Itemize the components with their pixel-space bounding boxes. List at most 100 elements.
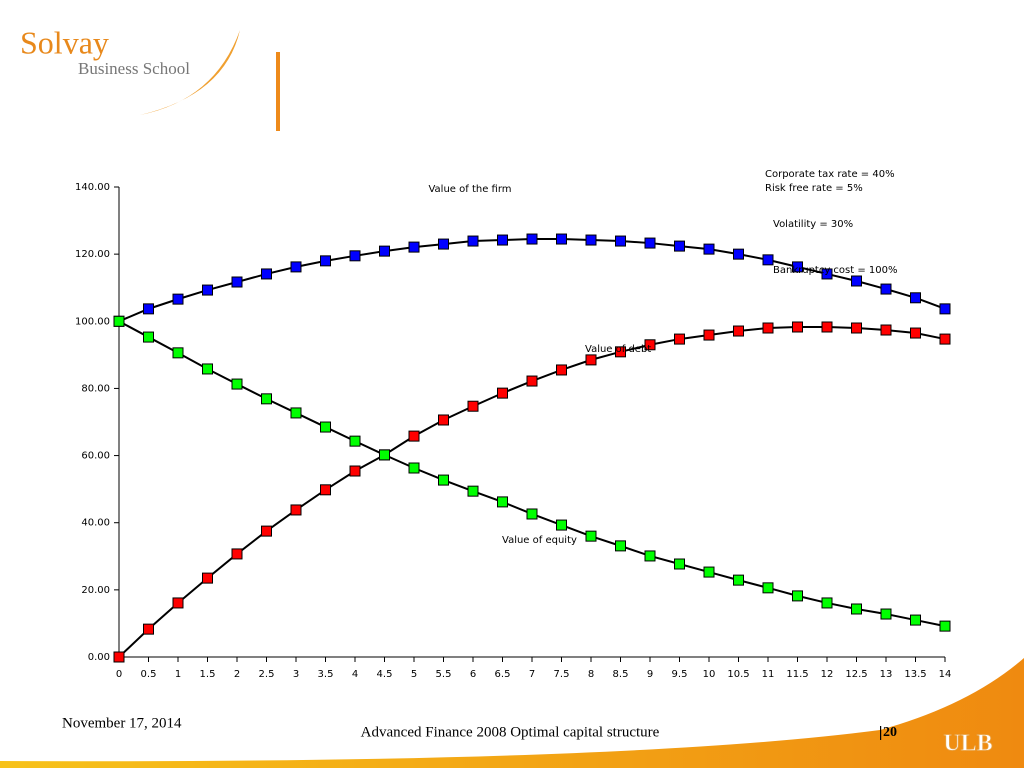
marker: [172, 597, 184, 609]
marker: [792, 321, 803, 333]
marker: [408, 241, 420, 253]
y-tick-label: 120.00: [75, 249, 110, 260]
marker: [556, 519, 567, 531]
brand: ULB: [943, 731, 992, 757]
marker: [172, 347, 184, 359]
annotation: Value of equity: [502, 535, 577, 546]
marker: [290, 261, 302, 273]
x-tick-label: 0: [116, 669, 122, 680]
logo-subtitle: Business School: [78, 59, 190, 78]
marker: [644, 339, 656, 351]
marker: [703, 566, 715, 578]
marker: [113, 651, 125, 663]
marker: [821, 597, 833, 609]
marker: [615, 235, 626, 247]
marker: [438, 238, 449, 250]
x-tick-label: 8.5: [613, 669, 629, 680]
marker: [674, 333, 685, 345]
x-tick-label: 11: [762, 669, 775, 680]
y-tick-label: 140.00: [75, 182, 110, 193]
marker: [910, 292, 921, 304]
x-tick-label: 4: [352, 669, 358, 680]
marker: [320, 255, 331, 267]
x-tick-label: 13: [880, 669, 893, 680]
marker: [526, 508, 538, 520]
x-tick-label: 3: [293, 669, 299, 680]
marker: [585, 530, 597, 542]
series-line: [118, 238, 946, 323]
marker: [261, 525, 272, 537]
x-tick-label: 12.5: [845, 669, 867, 680]
marker: [320, 484, 331, 496]
marker: [290, 407, 302, 419]
page-number: 20: [883, 725, 897, 740]
series-line: [118, 320, 946, 628]
y-tick-label: 20.00: [81, 585, 110, 596]
marker: [880, 608, 892, 620]
marker: [143, 331, 154, 343]
marker: [290, 504, 302, 516]
y-tick-label: 0.00: [88, 652, 110, 663]
y-tick-label: 40.00: [81, 518, 110, 529]
marker: [497, 496, 508, 508]
x-tick-label: 2.5: [259, 669, 275, 680]
footer-band: [0, 658, 1024, 768]
marker: [851, 322, 862, 334]
marker: [644, 237, 656, 249]
y-tick-label: 100.00: [75, 316, 110, 327]
marker: [261, 268, 272, 280]
y-tick-label: 60.00: [81, 451, 110, 462]
annotation: Value of debt: [585, 344, 651, 355]
marker: [674, 558, 685, 570]
x-tick-label: 8: [588, 669, 594, 680]
x-tick-label: 7.5: [554, 669, 570, 680]
marker: [939, 620, 951, 632]
marker: [556, 364, 567, 376]
x-tick-label: 7: [529, 669, 535, 680]
marker: [851, 603, 862, 615]
annotation: Bankruptcy cost = 100%: [773, 265, 898, 276]
annotation: Volatility = 30%: [773, 219, 853, 230]
marker: [231, 378, 243, 390]
marker: [703, 329, 715, 341]
x-tick-label: 10.5: [727, 669, 749, 680]
marker: [762, 254, 774, 266]
marker: [202, 284, 213, 296]
marker: [939, 333, 951, 345]
marker: [880, 324, 892, 336]
x-tick-label: 5.5: [436, 669, 452, 680]
marker: [497, 234, 508, 246]
x-tick-label: 10: [703, 669, 716, 680]
marker: [438, 414, 449, 426]
marker: [939, 303, 951, 315]
marker: [703, 243, 715, 255]
marker: [733, 325, 744, 337]
marker: [231, 548, 243, 560]
marker: [320, 421, 331, 433]
marker: [821, 321, 833, 333]
x-tick-label: 5: [411, 669, 417, 680]
marker: [467, 400, 479, 412]
marker: [467, 485, 479, 497]
marker: [556, 233, 567, 245]
marker: [113, 315, 125, 327]
marker: [467, 235, 479, 247]
x-tick-label: 6: [470, 669, 476, 680]
annotation: Risk free rate = 5%: [765, 183, 863, 194]
x-tick-label: 4.5: [377, 669, 393, 680]
logo-name: Solvay: [20, 24, 109, 60]
marker: [910, 614, 921, 626]
marker: [202, 572, 213, 584]
x-tick-label: 11.5: [786, 669, 808, 680]
page-separator: [880, 726, 882, 740]
marker: [910, 327, 921, 339]
x-tick-label: 6.5: [495, 669, 511, 680]
marker: [792, 261, 803, 273]
marker: [585, 234, 597, 246]
x-tick-label: 1: [175, 669, 181, 680]
marker: [526, 233, 538, 245]
marker: [615, 540, 626, 552]
marker: [733, 574, 744, 586]
x-tick-label: 12: [821, 669, 834, 680]
